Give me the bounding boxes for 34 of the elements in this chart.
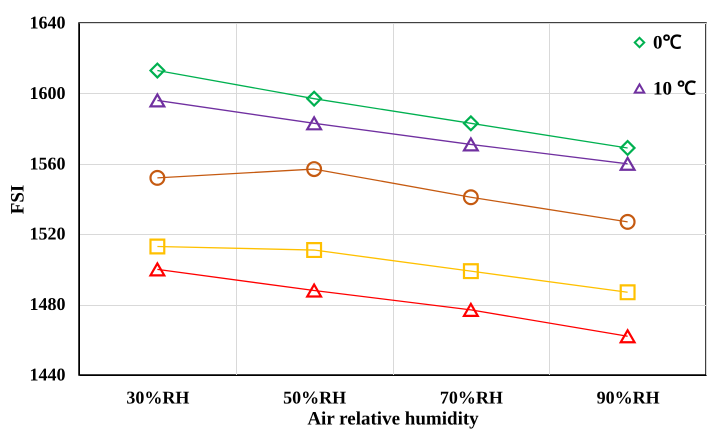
y-axis-title: FSI — [8, 184, 28, 214]
point — [306, 283, 322, 298]
legend-label: 10 ℃ — [653, 78, 696, 100]
point — [149, 238, 166, 255]
point — [620, 329, 636, 344]
point — [306, 116, 322, 130]
y-tick-label: 1560 — [30, 153, 66, 174]
legend-label: 0℃ — [653, 32, 682, 54]
point — [306, 242, 322, 258]
point — [306, 161, 322, 178]
point — [306, 90, 322, 107]
x-axis-title: Air relative humidity — [307, 408, 480, 430]
point — [462, 115, 479, 132]
y-tick-label: 1520 — [30, 224, 66, 244]
x-tick-label: 90%RH — [596, 388, 660, 408]
point — [149, 170, 166, 186]
point — [620, 284, 636, 300]
point — [149, 262, 166, 276]
point — [149, 93, 166, 108]
x-tick-label: 50%RH — [283, 388, 346, 408]
point — [620, 214, 636, 230]
point — [620, 140, 636, 156]
x-tick-label: 70%RH — [440, 388, 503, 408]
point — [620, 156, 636, 171]
x-tick-label: 30%RH — [126, 388, 190, 408]
point — [149, 62, 166, 79]
point — [462, 302, 479, 317]
point — [462, 189, 479, 206]
y-tick-label: 1600 — [30, 82, 66, 103]
y-tick-label: 1440 — [30, 364, 66, 384]
point — [462, 263, 479, 280]
y-tick-label: 1640 — [30, 12, 66, 32]
point — [462, 137, 479, 152]
y-tick-label: 1480 — [30, 294, 66, 314]
